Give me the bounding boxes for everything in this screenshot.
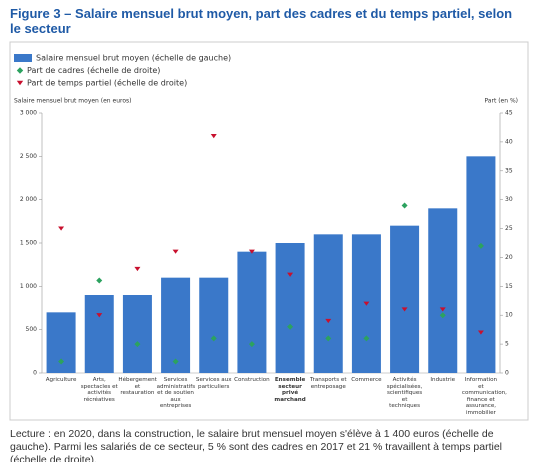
bar [275, 243, 305, 373]
diamond-marker [248, 341, 255, 348]
bar [466, 156, 496, 373]
diamond-marker [477, 242, 484, 249]
x-tick-label: Arts, spectacles et activités récréative… [80, 377, 118, 403]
y-tick-label: 500 [26, 326, 38, 333]
y2-axis-label: Part (en %) [484, 98, 518, 105]
bar [161, 277, 191, 373]
x-tick-label: Transports et entreposage [309, 377, 347, 390]
bar [428, 208, 458, 373]
bar [313, 234, 343, 373]
bar [199, 277, 229, 373]
diamond-marker [134, 341, 141, 348]
triangle-marker [58, 226, 65, 231]
triangle-marker [363, 301, 370, 306]
x-tick-label: Construction [234, 377, 270, 383]
chart-title: Figure 3 – Salaire mensuel brut moyen, p… [10, 6, 513, 36]
triangle-marker [172, 249, 179, 254]
diamond-marker [363, 335, 370, 342]
legend-label: Salaire mensuel brut moyen (échelle de g… [36, 53, 231, 63]
y2-tick-label: 45 [505, 110, 513, 117]
x-tick-label: Services aux particuliers [195, 377, 232, 390]
diamond-marker [287, 323, 294, 330]
x-tick-label: Services administratifs et de soutien au… [156, 377, 196, 410]
bar [122, 295, 152, 373]
x-tick-label: Hébergement et restauration [118, 377, 157, 397]
triangle-marker [134, 266, 141, 272]
triangle-marker [248, 249, 255, 254]
y-tick-label: 1 500 [20, 240, 37, 247]
x-tick-label: Commerce [351, 377, 382, 383]
y2-tick-label: 15 [505, 283, 513, 290]
note: Lecture : en 2020, dans la construction,… [10, 428, 503, 462]
y2-tick-label: 0 [505, 370, 509, 377]
x-tick-label: Information et communication, finance et… [461, 377, 507, 416]
y-tick-label: 2 000 [20, 196, 37, 203]
diamond-marker [439, 312, 446, 319]
y2-tick-label: 25 [505, 225, 513, 232]
bar [84, 295, 114, 373]
x-tick-label: Ensemble secteur privé marchand [274, 377, 306, 403]
diamond-marker [401, 202, 408, 209]
y2-tick-label: 40 [505, 138, 513, 145]
triangle-marker [16, 80, 24, 86]
x-tick-label: Agriculture [45, 377, 77, 383]
diamond-marker [325, 335, 332, 342]
triangle-marker [401, 307, 408, 312]
diamond-marker [96, 277, 103, 284]
x-tick-label: Activités spécialisées, scientifiques et… [386, 377, 423, 410]
y2-tick-label: 20 [505, 254, 513, 261]
y-tick-label: 0 [33, 370, 37, 377]
y2-tick-label: 5 [505, 341, 509, 348]
y-tick-label: 2 500 [20, 153, 37, 160]
diamond-marker [16, 67, 24, 74]
diamond-marker [210, 335, 217, 342]
legend-label: Part de temps partiel (échelle de droite… [27, 78, 187, 88]
triangle-marker [96, 313, 103, 318]
bar [237, 251, 267, 373]
y2-tick-label: 30 [505, 196, 513, 203]
y-tick-label: 1 000 [20, 283, 37, 290]
triangle-marker [477, 330, 484, 335]
triangle-marker [325, 318, 332, 324]
diamond-marker [172, 358, 179, 365]
bar [390, 225, 420, 373]
y-tick-label: 3 000 [20, 110, 37, 117]
legend-label: Part de cadres (échelle de droite) [27, 65, 160, 75]
diamond-marker [58, 358, 65, 365]
x-tick-label: Industrie [430, 377, 456, 383]
y-axis-label: Salaire mensuel brut moyen (en euros) [14, 98, 131, 105]
triangle-marker [210, 134, 217, 139]
y2-tick-label: 10 [505, 312, 513, 319]
triangle-marker [439, 307, 446, 312]
legend-swatch [14, 54, 32, 62]
y2-tick-label: 35 [505, 167, 513, 174]
triangle-marker [287, 272, 294, 277]
